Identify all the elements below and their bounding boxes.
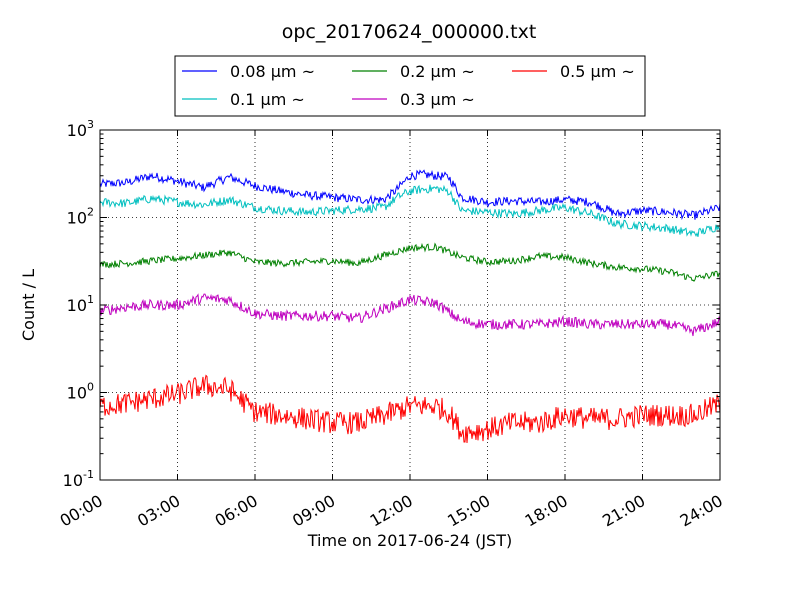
legend-label: 0.5 μm ~	[560, 62, 635, 81]
y-tick-label: 101	[67, 293, 94, 315]
x-tick-label: 12:00	[367, 491, 416, 531]
grid-lines	[100, 130, 720, 480]
y-tick-label: 102	[67, 206, 94, 228]
legend-item: 0.08 μm ~	[182, 62, 315, 81]
series-line	[99, 169, 721, 221]
x-tick-labels: 00:00 03:00 06:00 09:00 12:00 15:00 18:00 21:00…	[57, 491, 726, 531]
x-tick-label: 00:00	[57, 491, 106, 531]
legend-box	[174, 55, 646, 117]
legend-item: 0.5 μm ~	[512, 62, 635, 81]
x-tick-label: 06:00	[212, 491, 261, 531]
x-tick-label: 03:00	[134, 491, 183, 531]
x-axis-label: Time on 2017-06-24 (JST)	[307, 531, 512, 550]
legend-label: 0.2 μm ~	[400, 62, 475, 81]
x-tick-label: 24:00	[677, 491, 726, 531]
y-tick-label: 103	[67, 118, 94, 140]
chart-title: opc_20170624_000000.txt	[282, 21, 537, 43]
legend-item: 0.2 μm ~	[352, 62, 475, 81]
series-line	[99, 293, 721, 337]
y-tick-labels: 10-1 100 101 102 103	[63, 118, 94, 490]
x-tick-label: 21:00	[599, 491, 648, 531]
legend-label: 0.08 μm ~	[230, 62, 315, 81]
x-tick-label: 15:00	[444, 491, 493, 531]
legend: 0.08 μm ~ 0.1 μm ~ 0.2 μm ~ 0.3 μm ~ 0.5 μm …	[174, 55, 646, 117]
y-tick-label: 10-1	[63, 468, 94, 490]
legend-label: 0.3 μm ~	[400, 90, 475, 109]
series-line	[99, 374, 721, 444]
legend-item: 0.1 μm ~	[182, 90, 305, 109]
legend-item: 0.3 μm ~	[352, 90, 475, 109]
y-axis-label: Count / L	[19, 269, 38, 341]
legend-label: 0.1 μm ~	[230, 90, 305, 109]
series-line	[99, 242, 721, 282]
axis-ticks	[99, 129, 721, 481]
y-tick-label: 100	[67, 381, 94, 403]
series-line	[99, 184, 721, 238]
x-tick-label: 09:00	[289, 491, 338, 531]
plot-area	[99, 169, 721, 444]
x-tick-label: 18:00	[522, 491, 571, 531]
